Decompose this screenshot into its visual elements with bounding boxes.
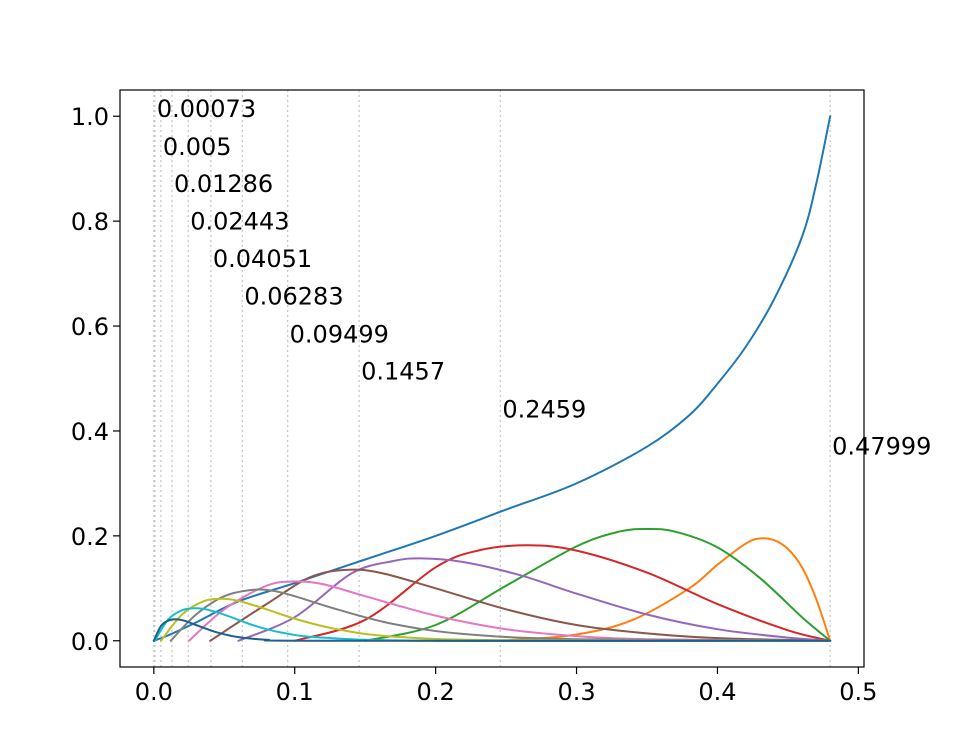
- x-tick-label: 0.0: [135, 678, 173, 706]
- vertical-marker-lines: [153, 90, 831, 667]
- series-line-5: [209, 568, 832, 642]
- y-tick-label: 0.6: [71, 313, 109, 341]
- annotation-label: 0.04051: [213, 245, 312, 273]
- series-line-3: [293, 544, 832, 642]
- x-tick-label: 0.2: [417, 678, 455, 706]
- annotation-label: 0.00073: [157, 95, 256, 123]
- y-tick-label: 0.2: [71, 523, 109, 551]
- x-axis: 0.0 0.1 0.2 0.3 0.4 0.5: [135, 667, 877, 706]
- series-line-2: [364, 527, 832, 642]
- y-tick-label: 1.0: [71, 103, 109, 131]
- series-line-7: [169, 588, 832, 642]
- annotation-label: 0.1457: [361, 358, 445, 386]
- x-tick-label: 0.1: [276, 678, 314, 706]
- x-tick-label: 0.5: [839, 678, 877, 706]
- annotation-label: 0.47999: [832, 433, 931, 461]
- series-group: [152, 115, 832, 643]
- x-tick-label: 0.3: [557, 678, 595, 706]
- annotation-label: 0.01286: [174, 170, 273, 198]
- plot-frame: [119, 89, 865, 668]
- annotations: 0.00073 0.005 0.01286 0.02443 0.04051 0.06283…: [157, 95, 932, 460]
- annotation-label: 0.2459: [502, 395, 586, 423]
- y-axis: 0.0 0.2 0.4 0.6 0.8 1.0: [71, 103, 120, 656]
- annotation-label: 0.06283: [244, 282, 343, 310]
- x-tick-label: 0.4: [698, 678, 736, 706]
- series-line-4: [237, 557, 832, 642]
- series-line-10: [152, 618, 832, 642]
- y-tick-label: 0.8: [71, 208, 109, 236]
- annotation-label: 0.09499: [290, 320, 389, 348]
- annotation-label: 0.005: [163, 133, 232, 161]
- annotation-label: 0.02443: [190, 207, 289, 235]
- y-tick-label: 0.4: [71, 418, 109, 446]
- y-tick-label: 0.0: [71, 628, 109, 656]
